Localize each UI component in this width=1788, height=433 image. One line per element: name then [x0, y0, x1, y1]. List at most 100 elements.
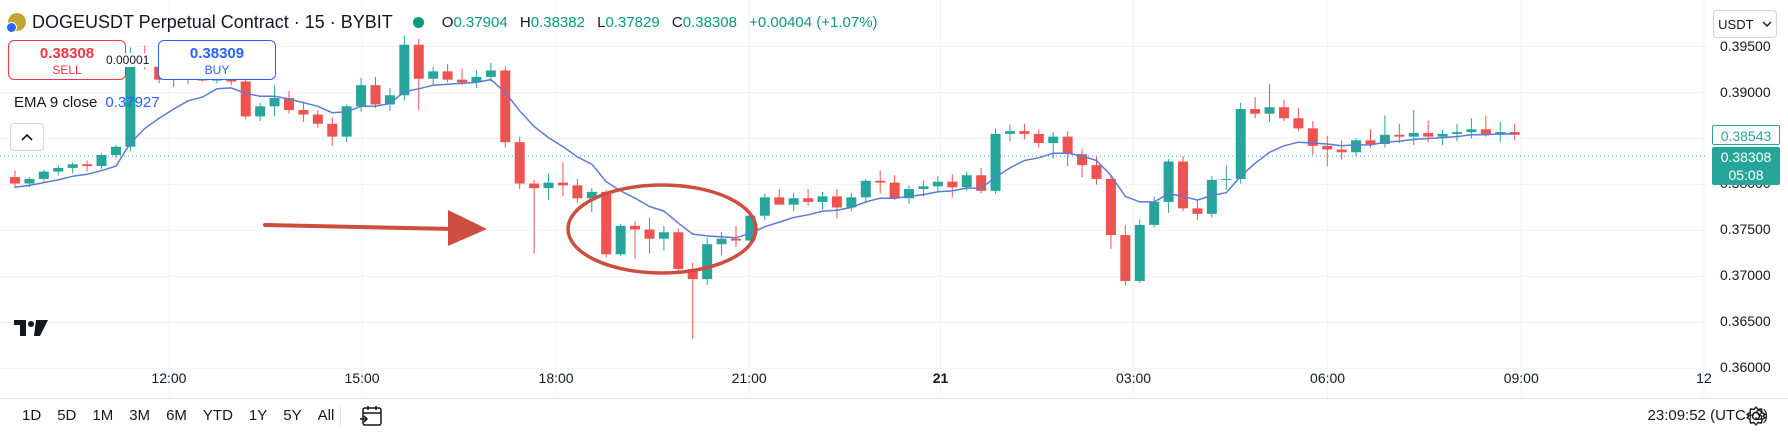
- currency-selector[interactable]: USDT: [1713, 10, 1777, 38]
- range-button-1m[interactable]: 1M: [92, 407, 114, 424]
- candle-body: [658, 232, 669, 239]
- candle-body: [904, 189, 915, 199]
- candle-body: [96, 155, 107, 167]
- price-tick-label: 0.39500: [1720, 37, 1771, 54]
- candle-body: [1235, 109, 1246, 179]
- current-price-value: 0.38308: [1720, 149, 1772, 166]
- candle-body: [947, 181, 958, 188]
- buy-button[interactable]: 0.38309 BUY: [158, 40, 276, 80]
- tradingview-logo[interactable]: [14, 318, 48, 344]
- candle-body: [788, 198, 799, 205]
- candle-body: [1307, 128, 1318, 146]
- price-tick-label: 0.39000: [1720, 83, 1771, 100]
- candlestick-chart[interactable]: [0, 0, 1708, 398]
- candle-body: [399, 44, 410, 96]
- candle-body: [413, 44, 424, 79]
- candle-body: [10, 177, 20, 184]
- sell-label: SELL: [52, 63, 82, 77]
- clock-timezone[interactable]: 23:09:52 (UTC+3): [1647, 407, 1768, 424]
- range-button-5y[interactable]: 5Y: [283, 407, 302, 424]
- low-value: 0.37829: [605, 13, 660, 31]
- candle-body: [529, 183, 540, 189]
- candle-body: [269, 98, 280, 107]
- range-button-5d[interactable]: 5D: [57, 407, 77, 424]
- candle-body: [370, 85, 381, 105]
- candle-body: [716, 238, 727, 245]
- candle-body: [1048, 136, 1059, 144]
- candle-body: [932, 181, 943, 187]
- chart-area[interactable]: [0, 0, 1708, 398]
- candle-body: [1408, 132, 1419, 137]
- candle-body: [485, 70, 496, 77]
- price-tick-label: 0.37500: [1720, 221, 1771, 238]
- collapse-legend-button[interactable]: [10, 123, 44, 151]
- price-tick-label: 0.37000: [1720, 267, 1771, 284]
- candle-body: [1221, 178, 1232, 180]
- price-axis[interactable]: 0.395000.390000.385000.380000.375000.370…: [1708, 0, 1788, 398]
- range-button-6m[interactable]: 6M: [166, 407, 187, 424]
- candle-body: [745, 215, 756, 241]
- toolbar-divider: [340, 405, 341, 427]
- price-tick-label: 0.36000: [1720, 359, 1771, 376]
- candle-body: [1437, 133, 1448, 137]
- symbol-title[interactable]: DOGEUSDT Perpetual Contract · 15 · BYBIT: [32, 11, 393, 32]
- range-button-3m[interactable]: 3M: [129, 407, 151, 424]
- range-button-1d[interactable]: 1D: [22, 407, 42, 424]
- candle-body: [1004, 131, 1015, 134]
- high-label: H: [519, 13, 531, 31]
- candle-body: [990, 133, 1001, 191]
- candle-body: [1163, 161, 1174, 202]
- range-button-1y[interactable]: 1Y: [248, 407, 268, 424]
- range-button-ytd[interactable]: YTD: [202, 407, 233, 424]
- symbol-header: DOGEUSDT Perpetual Contract · 15 · BYBIT…: [6, 10, 886, 34]
- currency-label: USDT: [1718, 16, 1754, 32]
- candle-body: [1452, 132, 1462, 134]
- annotation-arrow-head: [448, 210, 487, 246]
- candle-body: [961, 175, 972, 188]
- current-price-tag: 0.38308 05:08: [1712, 147, 1780, 186]
- change-value: +0.00404 (+1.07%): [749, 13, 878, 31]
- annotation-ellipse: [566, 183, 758, 275]
- market-status-dot-icon: [412, 16, 424, 28]
- candle-body: [1394, 134, 1405, 137]
- candle-body: [586, 191, 597, 199]
- candle-body: [384, 95, 395, 105]
- candle-body: [601, 191, 612, 255]
- candle-body: [1062, 136, 1073, 155]
- candle-body: [500, 70, 511, 143]
- candle-body: [759, 197, 770, 216]
- buy-label: BUY: [204, 63, 230, 77]
- candle-body: [240, 81, 251, 117]
- candle-body: [687, 269, 698, 280]
- candle-body: [1033, 133, 1044, 144]
- candle-body: [918, 186, 929, 190]
- bar-countdown: 05:08: [1728, 167, 1764, 184]
- candle-body: [1351, 140, 1362, 153]
- go-to-date-icon[interactable]: [360, 405, 384, 427]
- candle-body: [1105, 178, 1116, 236]
- candle-body: [702, 244, 713, 280]
- candle-body: [1365, 140, 1376, 144]
- range-button-all[interactable]: All: [317, 407, 335, 424]
- candle-body: [817, 196, 828, 202]
- candle-body: [442, 71, 453, 80]
- candle-body: [110, 146, 121, 156]
- price-tick-label: 0.36500: [1720, 313, 1771, 330]
- close-label: C: [671, 13, 683, 31]
- candle-body: [428, 71, 439, 79]
- chevron-up-icon: [21, 133, 33, 141]
- candle-body: [1250, 109, 1261, 114]
- ema-legend[interactable]: EMA 9 close 0.37927: [14, 94, 160, 111]
- open-value: 0.37904: [453, 13, 508, 31]
- candle-body: [298, 109, 309, 115]
- time-tick-label: 12:00: [151, 370, 187, 386]
- candle-body: [875, 180, 886, 183]
- time-tick-label: 12: [1696, 370, 1712, 386]
- gear-icon[interactable]: [1745, 405, 1767, 427]
- annotation-arrow-shaft: [263, 223, 457, 231]
- candle-body: [53, 167, 64, 172]
- candle-body: [1466, 129, 1477, 133]
- ema-value: 0.37927: [105, 94, 160, 111]
- time-tick-label: 06:00: [1310, 370, 1346, 386]
- open-label: O: [441, 13, 454, 31]
